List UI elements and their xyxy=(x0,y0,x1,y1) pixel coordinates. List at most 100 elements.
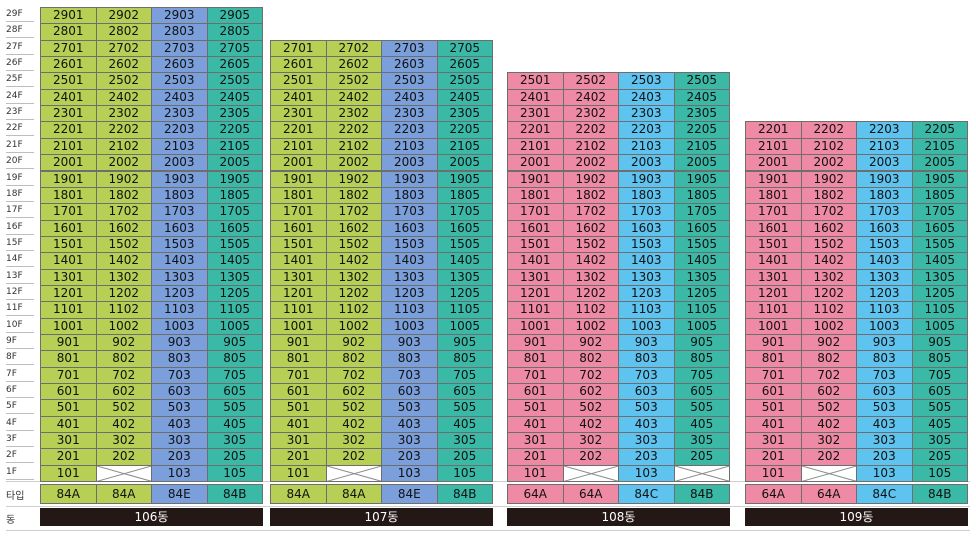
unit-cell: 2201 xyxy=(270,121,327,139)
floor-label: 27F xyxy=(6,40,34,55)
unit-cell: 1505 xyxy=(436,235,493,254)
unit-cell: 602 xyxy=(325,383,382,401)
unit-cell: 1003 xyxy=(856,317,913,335)
unit-cell: 2502 xyxy=(325,72,382,90)
unit-cell: 605 xyxy=(911,383,968,401)
unit-cell: 501 xyxy=(40,399,97,417)
unit-cell: 303 xyxy=(381,432,438,450)
unit-cell: 101 xyxy=(745,464,802,483)
unit-cell: 2002 xyxy=(95,154,152,172)
unit-cell: 202 xyxy=(95,448,152,466)
unit-cell: 1901 xyxy=(507,170,564,188)
unit-cell: 2203 xyxy=(856,121,913,139)
floor-label: 19F xyxy=(6,171,34,186)
unit-type-cell: 64A xyxy=(800,484,857,504)
unit-cell: 401 xyxy=(270,415,327,434)
unit-cell: 2001 xyxy=(507,154,564,172)
building-row-label: 동 xyxy=(6,515,16,526)
empty-unit-cell xyxy=(95,464,152,483)
unit-cell: 2201 xyxy=(40,121,97,139)
unit-cell: 2402 xyxy=(325,88,382,107)
unit-cell: 1102 xyxy=(800,301,857,319)
unit-cell: 2202 xyxy=(325,121,382,139)
unit-cell: 2802 xyxy=(95,23,152,41)
unit-cell: 1601 xyxy=(270,219,327,237)
unit-cell: 2405 xyxy=(206,88,263,107)
unit-cell: 2701 xyxy=(270,39,327,58)
unit-cell: 2502 xyxy=(95,72,152,90)
unit-cell: 1803 xyxy=(381,186,438,205)
unit-cell: 2102 xyxy=(800,137,857,156)
unit-cell: 1405 xyxy=(436,252,493,270)
unit-cell: 1701 xyxy=(745,203,802,221)
unit-cell: 1403 xyxy=(151,252,208,270)
unit-cell: 2805 xyxy=(206,23,263,41)
unit-cell: 1103 xyxy=(381,301,438,319)
unit-cell: 1503 xyxy=(856,235,913,254)
floor-label: 1F xyxy=(6,465,34,480)
unit-cell: 1001 xyxy=(507,317,564,335)
unit-cell: 2202 xyxy=(95,121,152,139)
unit-cell: 205 xyxy=(206,448,263,466)
unit-cell: 105 xyxy=(206,464,263,483)
unit-cell: 1805 xyxy=(911,186,968,205)
unit-cell: 201 xyxy=(745,448,802,466)
cross-icon xyxy=(97,466,152,481)
unit-cell: 805 xyxy=(436,350,493,368)
unit-cell: 2602 xyxy=(325,56,382,74)
unit-cell: 1203 xyxy=(381,284,438,303)
unit-cell: 1905 xyxy=(673,170,730,188)
unit-cell: 303 xyxy=(618,432,675,450)
unit-cell: 701 xyxy=(40,366,97,385)
unit-cell: 2103 xyxy=(381,137,438,156)
unit-cell: 1302 xyxy=(562,268,619,286)
floor-label: 5F xyxy=(6,399,34,415)
unit-cell: 603 xyxy=(618,383,675,401)
unit-cell: 902 xyxy=(95,334,152,352)
unit-cell: 1403 xyxy=(856,252,913,270)
unit-cell: 903 xyxy=(618,334,675,352)
unit-cell: 501 xyxy=(270,399,327,417)
unit-cell: 1603 xyxy=(151,219,208,237)
unit-cell: 2502 xyxy=(562,72,619,90)
unit-cell: 905 xyxy=(673,334,730,352)
floor-label: 28F xyxy=(6,23,34,39)
unit-cell: 2203 xyxy=(618,121,675,139)
unit-cell: 1702 xyxy=(800,203,857,221)
unit-cell: 1602 xyxy=(800,219,857,237)
unit-cell: 1301 xyxy=(745,268,802,286)
unit-cell: 902 xyxy=(325,334,382,352)
floor-label: 11F xyxy=(6,301,34,317)
unit-cell: 1703 xyxy=(856,203,913,221)
unit-cell: 103 xyxy=(151,464,208,483)
unit-cell: 2403 xyxy=(151,88,208,107)
unit-cell: 501 xyxy=(745,399,802,417)
unit-cell: 2005 xyxy=(206,154,263,172)
unit-cell: 1703 xyxy=(151,203,208,221)
cross-icon xyxy=(675,466,730,481)
unit-cell: 405 xyxy=(673,415,730,434)
unit-cell: 2501 xyxy=(507,72,564,90)
floor-label: 8F xyxy=(6,350,34,366)
unit-cell: 1003 xyxy=(151,317,208,335)
unit-cell: 2703 xyxy=(381,39,438,58)
unit-cell: 703 xyxy=(618,366,675,385)
unit-cell: 1903 xyxy=(618,170,675,188)
unit-cell: 2205 xyxy=(436,121,493,139)
unit-cell: 2705 xyxy=(436,39,493,58)
empty-unit-cell xyxy=(562,464,619,483)
unit-cell: 2002 xyxy=(325,154,382,172)
unit-cell: 1202 xyxy=(800,284,857,303)
unit-cell: 2102 xyxy=(562,137,619,156)
unit-cell: 1903 xyxy=(381,170,438,188)
floor-label: 14F xyxy=(6,252,34,268)
unit-cell: 1002 xyxy=(562,317,619,335)
unit-cell: 1901 xyxy=(40,170,97,188)
unit-cell: 1002 xyxy=(800,317,857,335)
unit-cell: 2605 xyxy=(206,56,263,74)
unit-cell: 1301 xyxy=(507,268,564,286)
unit-cell: 2302 xyxy=(562,105,619,123)
unit-cell: 702 xyxy=(562,366,619,385)
unit-cell: 1402 xyxy=(562,252,619,270)
unit-cell: 2702 xyxy=(325,39,382,58)
